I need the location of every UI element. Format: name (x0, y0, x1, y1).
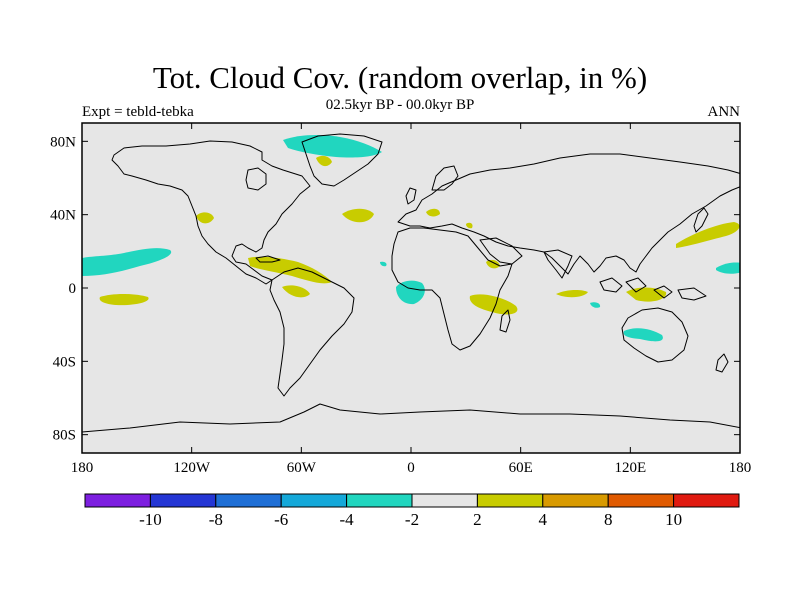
y-tick-label: 80N (50, 134, 76, 150)
colorbar-label: -8 (209, 510, 223, 529)
coast-madagascar (499, 309, 511, 333)
anomaly-north-pacific-negative (82, 248, 172, 276)
colorbar-label: -2 (405, 510, 419, 529)
map-title: Tot. Cloud Cov. (random overlap, in %) (152, 60, 648, 95)
coastlines (82, 133, 740, 433)
anomaly-arctic-positive (316, 155, 332, 167)
coast-hudson-bay (245, 167, 267, 191)
anomaly-greenland-negative (283, 135, 382, 158)
anomaly-europe-positive (426, 208, 440, 217)
colorbar-box (476, 493, 544, 508)
coast-cuba (255, 255, 281, 263)
experiment-label: Expt = tebld-tebka (82, 104, 194, 120)
coast-maritime-continent (599, 277, 707, 301)
colorbar-label: -4 (340, 510, 355, 529)
colorbar-label: 2 (473, 510, 482, 529)
colorbar-box (411, 493, 478, 508)
x-tick-label: 60W (287, 460, 317, 476)
anomaly-arabia-positive (466, 222, 473, 229)
anomaly-north-atlantic-negative (380, 261, 387, 267)
colorbar-label: 10 (665, 510, 682, 529)
anomaly-northwest-pacific-positive (676, 222, 740, 248)
colorbar-box (215, 493, 282, 508)
anomaly-fills (82, 135, 740, 342)
coast-british-isles (405, 187, 417, 205)
anomaly-north-australia-negative (623, 328, 663, 342)
x-tick-label: 60E (509, 460, 533, 476)
colorbar-label: -10 (139, 510, 162, 529)
colorbar-box (149, 493, 217, 508)
anomaly-maritime-continent-positive (626, 287, 667, 302)
y-axis: 80N 40N 0 40S 80S (50, 134, 740, 444)
anomaly-atlantic-positive (342, 208, 374, 223)
anomaly-subtropical-pacific-positive (196, 212, 214, 224)
anomaly-east-africa-positive (469, 294, 518, 315)
anomaly-horn-africa-positive (486, 259, 500, 269)
coast-south-america (269, 267, 355, 397)
colorbar-label: 4 (539, 510, 548, 529)
coast-antarctica (82, 403, 740, 433)
x-tick-label: 180 (729, 460, 752, 476)
coast-north-america (111, 140, 311, 285)
coast-japan (693, 207, 709, 233)
map-subtitle: 02.5kyr BP - 00.0kyr BP (325, 97, 475, 113)
y-tick-label: 40N (50, 208, 76, 224)
anomaly-indian-ocean-negative (590, 302, 601, 308)
colorbar-box (84, 493, 151, 508)
coast-greenland (301, 133, 383, 187)
coast-africa (391, 227, 513, 351)
coast-eurasia (397, 153, 740, 275)
coast-arabia (479, 237, 523, 265)
anomaly-west-pacific-negative (716, 262, 740, 274)
colorbar-label: -6 (274, 510, 288, 529)
y-tick-label: 80S (53, 428, 76, 444)
coast-new-zealand (715, 353, 729, 373)
x-tick-label: 120W (173, 460, 211, 476)
colorbar: -10 -8 -6 -4 -2 2 4 8 10 (84, 493, 740, 529)
anomaly-east-pacific-positive (99, 294, 149, 306)
anomaly-south-america-positive (282, 285, 310, 298)
colorbar-label: 8 (604, 510, 613, 529)
coast-scandinavia (431, 165, 459, 191)
anomaly-gulf-of-guinea-negative (396, 280, 425, 305)
colorbar-box (673, 493, 740, 508)
x-tick-label: 0 (407, 460, 415, 476)
coast-india (543, 249, 573, 279)
x-tick-label: 180 (71, 460, 94, 476)
season-label: ANN (707, 104, 741, 120)
y-tick-label: 0 (69, 281, 77, 297)
anomaly-indian-ocean-positive (556, 289, 588, 298)
colorbar-box (346, 493, 413, 508)
x-axis: 180 120W 60W 0 60E 120E 180 (71, 123, 752, 476)
x-tick-label: 120E (614, 460, 646, 476)
colorbar-box (280, 493, 348, 508)
colorbar-box (607, 493, 675, 508)
y-tick-label: 40S (53, 354, 76, 370)
coast-australia (621, 307, 689, 363)
colorbar-box (542, 493, 609, 508)
